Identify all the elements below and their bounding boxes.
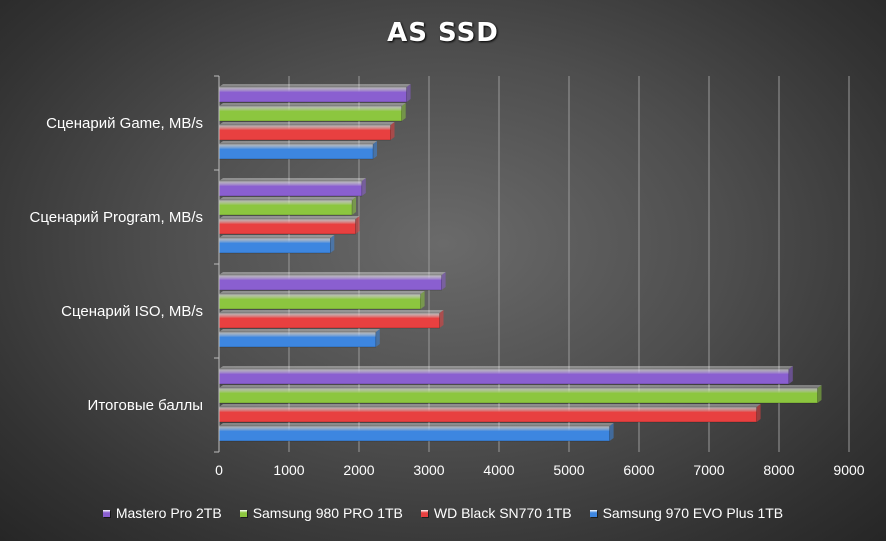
bar <box>218 237 331 254</box>
legend-item: Samsung 980 PRO 1TB <box>239 505 403 521</box>
bar-top <box>219 103 406 106</box>
bar <box>218 387 818 404</box>
bar <box>218 124 391 141</box>
bar-side <box>788 366 793 384</box>
legend-label: Samsung 980 PRO 1TB <box>252 505 403 521</box>
bar <box>218 105 402 122</box>
x-tick-label: 6000 <box>623 462 654 478</box>
category-label: Итоговые баллы <box>88 397 203 414</box>
bar-side <box>330 235 335 253</box>
category-label: Сценарий ISO, MB/s <box>61 303 203 320</box>
bar-top <box>219 141 377 144</box>
bar-side <box>420 291 425 309</box>
category-label: Сценарий Game, MB/s <box>46 115 203 132</box>
x-tick-label: 0 <box>215 462 223 478</box>
legend: Mastero Pro 2TB Samsung 980 PRO 1TB WD Bla… <box>0 505 886 521</box>
bar-top <box>219 291 425 294</box>
bar-side <box>756 404 761 422</box>
x-tick-label: 3000 <box>413 462 444 478</box>
bar-side <box>406 84 411 102</box>
axes: 0 1000 2000 3000 4000 5000 6000 7000 8000 9000 Сце… <box>29 75 865 478</box>
legend-swatch <box>589 509 597 517</box>
bar-top <box>219 310 444 313</box>
bar-side <box>355 216 360 234</box>
bar-side <box>609 423 614 441</box>
bar <box>218 293 421 310</box>
bar-side <box>401 103 406 121</box>
bar <box>218 143 374 160</box>
bar-side <box>390 122 395 140</box>
bar <box>218 199 353 216</box>
x-tick-label: 8000 <box>763 462 794 478</box>
chart-title: AS SSD <box>387 18 499 48</box>
legend-swatch <box>239 509 247 517</box>
category-label: Сценарий Program, MB/s <box>29 209 203 226</box>
x-tick-label: 4000 <box>483 462 514 478</box>
bar-side <box>439 310 444 328</box>
legend-label: Mastero Pro 2TB <box>115 505 222 521</box>
bar <box>218 180 363 197</box>
legend-item: Samsung 970 EVO Plus 1TB <box>589 505 784 521</box>
legend-label: WD Black SN770 1TB <box>433 505 572 521</box>
bar <box>218 406 757 423</box>
bar-top <box>219 178 366 181</box>
x-tick-label: 9000 <box>833 462 864 478</box>
bar-side <box>375 329 380 347</box>
bar-top <box>219 423 614 426</box>
bar-side <box>361 178 366 196</box>
bar <box>218 368 790 385</box>
bar <box>218 274 442 291</box>
legend-item: WD Black SN770 1TB <box>420 505 572 521</box>
bar <box>218 312 440 329</box>
bar <box>218 331 377 348</box>
bar <box>218 218 356 235</box>
x-tick-label: 5000 <box>553 462 584 478</box>
bar-top <box>219 216 360 219</box>
bar-side <box>352 197 356 215</box>
bar-top <box>219 272 446 275</box>
bar-top <box>219 404 761 407</box>
bar-side <box>373 141 377 159</box>
bar-top <box>219 329 380 332</box>
bar-top <box>219 84 411 87</box>
legend-swatch <box>102 509 110 517</box>
bar <box>218 86 407 103</box>
legend-swatch <box>420 509 428 517</box>
bar-top <box>219 385 822 388</box>
bar-group <box>218 84 822 442</box>
bar-top <box>219 366 793 369</box>
bar-side <box>441 272 446 290</box>
bar-side <box>817 385 822 403</box>
legend-item: Mastero Pro 2TB <box>102 505 222 521</box>
x-tick-label: 1000 <box>273 462 304 478</box>
bar-top <box>219 235 335 238</box>
bar-top <box>219 122 395 125</box>
x-tick-label: 2000 <box>343 462 374 478</box>
bar-top <box>219 197 356 200</box>
x-tick-label: 7000 <box>693 462 724 478</box>
bar <box>218 425 610 442</box>
legend-label: Samsung 970 EVO Plus 1TB <box>602 505 784 521</box>
